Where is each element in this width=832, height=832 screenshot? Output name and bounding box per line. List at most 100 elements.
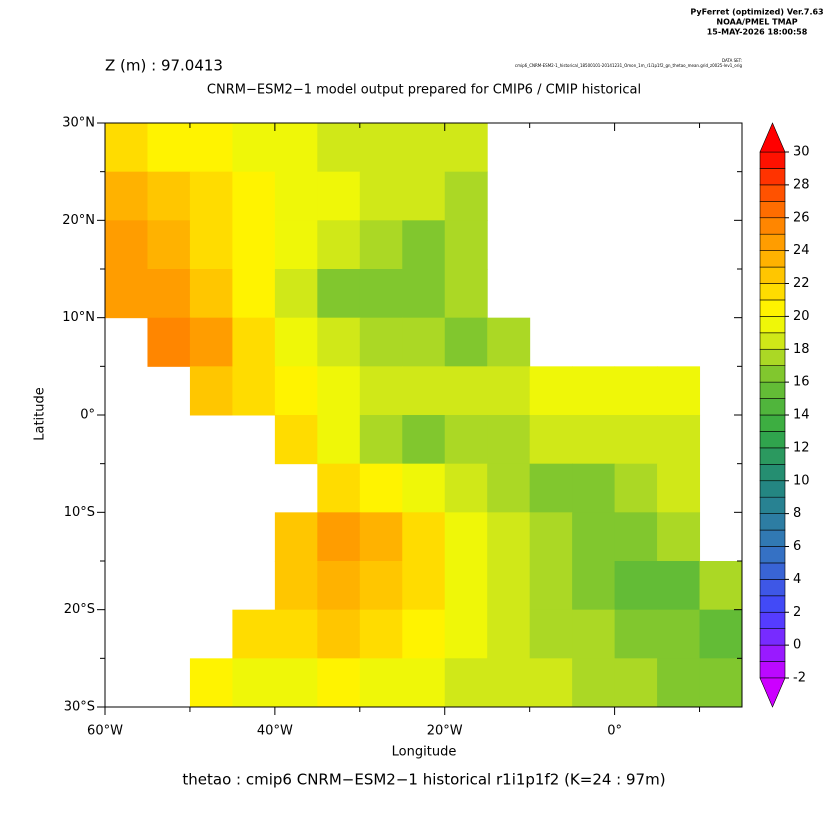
grid-cell bbox=[317, 317, 361, 367]
grid-cell bbox=[572, 609, 616, 659]
grid-cell bbox=[274, 220, 318, 270]
grid-cell bbox=[317, 658, 361, 708]
chart-title: Z (m) : 97.0413 bbox=[105, 57, 223, 75]
grid-cell bbox=[529, 463, 573, 513]
colorbar-under bbox=[759, 677, 786, 708]
grid-cell bbox=[317, 269, 361, 319]
grid-cell bbox=[614, 366, 658, 416]
grid-cell bbox=[529, 512, 573, 562]
grid-cell bbox=[274, 512, 318, 562]
colorbar-label: 26 bbox=[793, 210, 810, 225]
colorbar-band bbox=[759, 348, 786, 366]
x-tick-label: 60°W bbox=[87, 724, 123, 739]
grid-cell bbox=[105, 171, 148, 221]
dataset-label: DATA SET: bbox=[722, 58, 742, 63]
grid-cell bbox=[317, 512, 361, 562]
grid-cell bbox=[274, 317, 318, 367]
colorbar-band bbox=[759, 431, 786, 449]
grid-cell bbox=[232, 317, 276, 367]
colorbar-label: 18 bbox=[793, 342, 810, 357]
grid-cell bbox=[657, 512, 701, 562]
grid-cell bbox=[317, 123, 361, 173]
colorbar-band bbox=[759, 250, 786, 268]
grid-cell bbox=[274, 269, 318, 319]
grid-cell bbox=[317, 220, 361, 270]
grid-cell bbox=[105, 269, 148, 319]
colorbar-band bbox=[759, 316, 786, 334]
grid-cell bbox=[147, 317, 191, 367]
grid-cell bbox=[572, 415, 616, 465]
grid-cell bbox=[359, 269, 403, 319]
colorbar-band bbox=[759, 151, 786, 169]
grid-cell bbox=[232, 171, 276, 221]
header-line: PyFerret (optimized) Ver.7.63 bbox=[690, 8, 823, 17]
grid-cell bbox=[402, 123, 446, 173]
grid-cell bbox=[317, 171, 361, 221]
grid-cell bbox=[614, 609, 658, 659]
grid-cell bbox=[317, 463, 361, 513]
grid-cell bbox=[402, 658, 446, 708]
grid-cell bbox=[444, 171, 488, 221]
colorbar-band bbox=[759, 233, 786, 251]
colorbar-band bbox=[759, 168, 786, 186]
colorbar-label: 4 bbox=[793, 572, 801, 587]
colorbar-label: 20 bbox=[793, 309, 810, 324]
grid-cell bbox=[317, 609, 361, 659]
grid-cell bbox=[657, 463, 701, 513]
grid-cell bbox=[359, 463, 403, 513]
colorbar-band bbox=[759, 184, 786, 202]
colorbar-band bbox=[759, 217, 786, 235]
colorbar-band bbox=[759, 201, 786, 219]
colorbar-band bbox=[759, 480, 786, 498]
colorbar-label: -2 bbox=[793, 671, 806, 686]
y-tick-label: 30°S bbox=[64, 700, 95, 715]
grid-cell bbox=[529, 658, 573, 708]
colorbar-band bbox=[759, 595, 786, 613]
grid-cell bbox=[487, 463, 531, 513]
y-tick-label: 0° bbox=[80, 408, 95, 423]
grid-cell bbox=[274, 171, 318, 221]
grid-cell bbox=[487, 658, 531, 708]
colorbar-label: 12 bbox=[793, 440, 810, 455]
y-tick-label: 20°N bbox=[62, 213, 95, 228]
grid-cell bbox=[232, 366, 276, 416]
grid-cell bbox=[444, 463, 488, 513]
x-tick-label: 20°W bbox=[427, 724, 463, 739]
grid-cell bbox=[232, 123, 276, 173]
colorbar-label: 10 bbox=[793, 473, 810, 488]
grid-cell bbox=[402, 317, 446, 367]
grid-cell bbox=[359, 171, 403, 221]
colorbar-band bbox=[759, 381, 786, 399]
grid-cell bbox=[402, 561, 446, 611]
grid-cell bbox=[402, 512, 446, 562]
grid-cell bbox=[189, 171, 233, 221]
grid-cell bbox=[444, 220, 488, 270]
field bbox=[105, 123, 743, 708]
grid-cell bbox=[359, 609, 403, 659]
colorbar-band bbox=[759, 513, 786, 531]
grid-cell bbox=[402, 609, 446, 659]
chart-subtitle: CNRM−ESM2−1 model output prepared for CM… bbox=[207, 83, 641, 98]
colorbar-band bbox=[759, 283, 786, 301]
grid-cell bbox=[529, 366, 573, 416]
grid-cell bbox=[402, 366, 446, 416]
colorbar-band bbox=[759, 529, 786, 547]
grid-cell bbox=[444, 658, 488, 708]
colorbar-band bbox=[759, 414, 786, 432]
grid-cell bbox=[147, 269, 191, 319]
colorbar-band bbox=[759, 579, 786, 597]
grid-cell bbox=[402, 415, 446, 465]
grid-cell bbox=[189, 366, 233, 416]
grid-cell bbox=[274, 658, 318, 708]
y-tick-label: 10°N bbox=[62, 310, 95, 325]
colorbar-band bbox=[759, 628, 786, 646]
grid-cell bbox=[105, 123, 148, 173]
grid-cell bbox=[657, 609, 701, 659]
grid-cell bbox=[487, 317, 531, 367]
grid-cell bbox=[147, 220, 191, 270]
grid-cell bbox=[189, 269, 233, 319]
x-tick-label: 40°W bbox=[257, 724, 293, 739]
grid-cell bbox=[487, 415, 531, 465]
x-axis-label: Longitude bbox=[392, 745, 457, 760]
